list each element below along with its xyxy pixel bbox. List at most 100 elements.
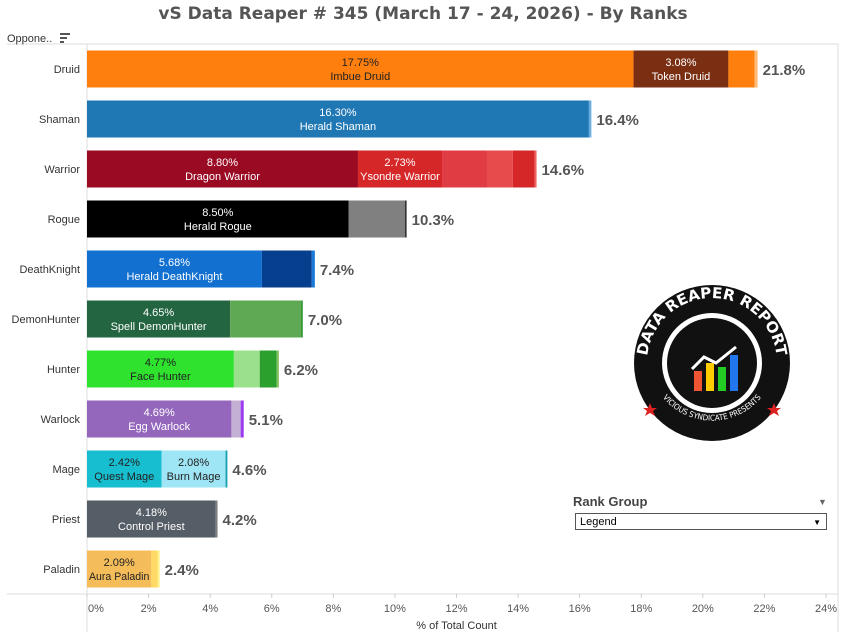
bar-segment — [633, 50, 729, 88]
bar-segment — [512, 150, 535, 188]
bar-segment — [87, 500, 216, 538]
x-tick-label: 10% — [384, 603, 406, 615]
bar-segment — [754, 50, 758, 88]
bar-segment — [357, 150, 443, 188]
bar-segment — [87, 50, 634, 88]
segment-archetype-label: Egg Warlock — [128, 421, 190, 433]
data-reaper-logo: DATA REAPER REPORT VICIOUS SYNDICATE PRE… — [633, 284, 791, 441]
category-label: Warrior — [44, 164, 80, 176]
bar-segment — [486, 150, 513, 188]
segment-archetype-label: Burn Mage — [167, 471, 221, 483]
x-tick-label: 8% — [325, 603, 341, 615]
bar-segment — [87, 550, 152, 588]
x-tick-label: 24% — [815, 603, 837, 615]
segment-value-label: 2.42% — [109, 457, 140, 469]
bar-total-label: 21.8% — [763, 62, 806, 79]
chart-title: vS Data Reaper # 345 (March 17 - 24, 202… — [158, 4, 688, 24]
bar-segment — [240, 400, 244, 438]
bar-segment — [87, 350, 234, 388]
category-label: Hunter — [47, 364, 80, 376]
bar-segment — [87, 250, 262, 288]
bar-segment — [311, 250, 315, 288]
bar-segment — [225, 450, 228, 488]
bar-segment — [276, 350, 279, 388]
segment-archetype-label: Aura Paladin — [89, 571, 149, 583]
bar-segment — [87, 100, 589, 138]
segment-value-label: 8.50% — [202, 207, 233, 219]
star-icon — [767, 403, 781, 416]
bar-total-label: 7.4% — [320, 262, 354, 279]
x-tick-label: 2% — [141, 603, 157, 615]
segment-archetype-label: Face Hunter — [130, 371, 191, 383]
logo-bar-icon — [718, 367, 726, 391]
logo-bar-icon — [706, 363, 714, 391]
bar-segment — [151, 550, 158, 588]
category-label: Shaman — [39, 114, 80, 126]
bar-total-label: 5.1% — [249, 412, 283, 429]
segment-value-label: 16.30% — [319, 107, 357, 119]
legend-title: Rank Group — [573, 494, 648, 509]
category-label: Paladin — [43, 564, 80, 576]
bar-total-label: 14.6% — [542, 162, 585, 179]
x-tick-label: 0% — [88, 603, 104, 615]
segment-value-label: 4.18% — [136, 507, 167, 519]
x-tick-label: 22% — [753, 603, 775, 615]
legend-menu-icon[interactable]: ▼ — [818, 497, 827, 507]
category-label: Druid — [54, 64, 80, 76]
chevron-down-icon: ▼ — [813, 518, 821, 527]
sort-icon[interactable] — [60, 31, 70, 45]
x-tick-label: 6% — [264, 603, 280, 615]
segment-archetype-label: Herald Rogue — [184, 221, 252, 233]
bar-segment — [588, 100, 592, 138]
segment-value-label: 8.80% — [207, 157, 238, 169]
bar-segment — [87, 450, 162, 488]
bar-segment — [161, 450, 226, 488]
segment-archetype-label: Imbue Druid — [330, 71, 390, 83]
bar-segment — [233, 350, 260, 388]
column-header-opponent[interactable]: Oppone.. — [7, 33, 53, 45]
bar-total-label: 2.4% — [165, 562, 199, 579]
segment-archetype-label: Control Priest — [118, 521, 185, 533]
bar-segment — [728, 50, 755, 88]
segment-value-label: 2.09% — [104, 557, 135, 569]
segment-archetype-label: Dragon Warrior — [185, 171, 260, 183]
segment-archetype-label: Spell DemonHunter — [111, 321, 207, 333]
x-axis-title: % of Total Count — [416, 620, 497, 632]
category-label: DeathKnight — [19, 264, 80, 276]
rank-group-select[interactable]: Legend ▼ — [575, 513, 827, 530]
bar-segment — [157, 550, 160, 588]
bar-segment — [261, 250, 312, 288]
segment-value-label: 4.65% — [143, 307, 174, 319]
logo-bar-icon — [694, 371, 702, 391]
bar-total-label: 16.4% — [596, 112, 639, 129]
category-label: DemonHunter — [12, 314, 81, 326]
bar-total-label: 6.2% — [284, 362, 318, 379]
x-tick-label: 14% — [507, 603, 529, 615]
bar-segment — [87, 150, 358, 188]
bar-segment — [231, 400, 241, 438]
rank-group-value: Legend — [580, 516, 617, 528]
logo-trend-icon — [690, 345, 737, 371]
bar-segment — [404, 200, 407, 238]
segment-archetype-label: Ysondre Warrior — [360, 171, 440, 183]
segment-value-label: 4.77% — [145, 357, 176, 369]
x-tick-label: 18% — [630, 603, 652, 615]
bar-total-label: 10.3% — [412, 212, 455, 229]
bar-segment — [259, 350, 277, 388]
category-label: Priest — [52, 514, 80, 526]
segment-archetype-label: Herald Shaman — [300, 121, 376, 133]
bar-segment — [87, 300, 231, 338]
category-label: Mage — [52, 464, 80, 476]
bar-segment — [301, 300, 303, 338]
logo-bar-icon — [730, 355, 738, 391]
segment-value-label: 3.08% — [665, 57, 696, 69]
segment-value-label: 2.08% — [178, 457, 209, 469]
segment-value-label: 4.69% — [144, 407, 175, 419]
x-tick-label: 4% — [202, 603, 218, 615]
segment-value-label: 17.75% — [342, 57, 380, 69]
bar-total-label: 7.0% — [308, 312, 342, 329]
segment-value-label: 5.68% — [159, 257, 190, 269]
category-label: Rogue — [48, 214, 80, 226]
bar-segment — [230, 300, 302, 338]
